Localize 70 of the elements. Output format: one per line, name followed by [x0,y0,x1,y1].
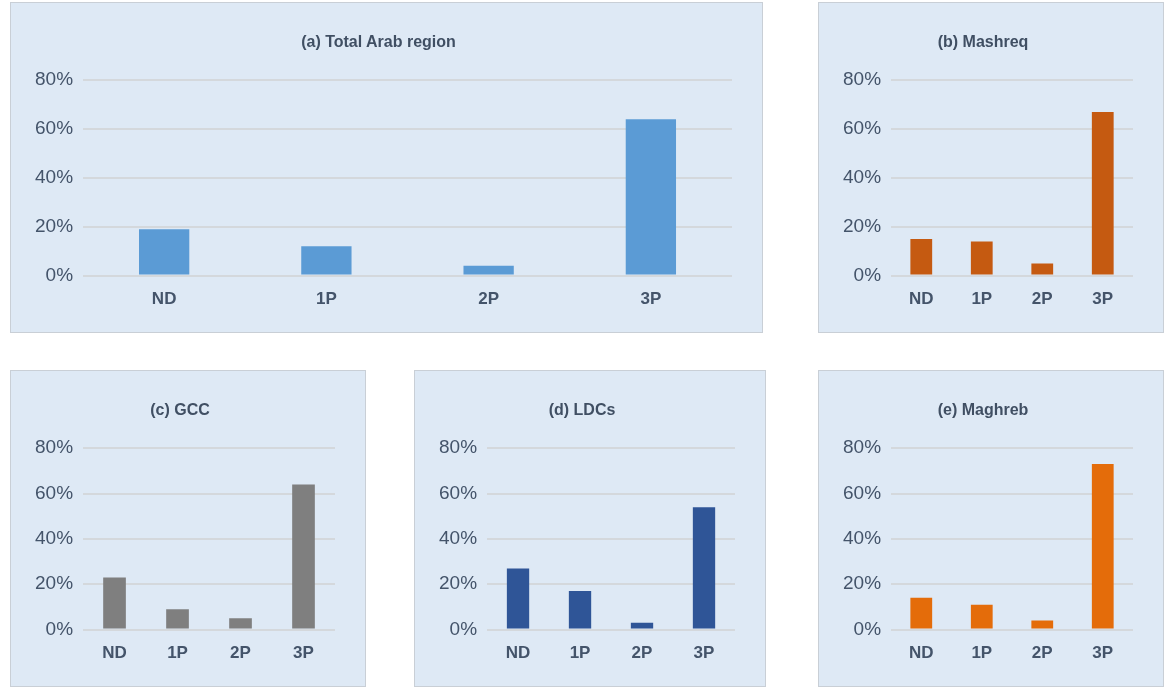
bar [910,238,933,275]
bar [166,609,189,629]
y-tick-label: 40% [439,527,478,549]
y-tick-label: 80% [439,436,478,458]
bar [630,622,654,629]
x-tick-label: 2P [478,289,500,309]
bar [103,577,126,629]
y-tick-label: 20% [35,572,74,594]
bar [692,507,716,629]
x-tick-label: 1P [315,289,337,309]
x-tick-label: 1P [167,643,188,663]
y-tick-label: 0% [449,617,478,639]
x-tick-label: 2P [1031,289,1053,309]
y-tick-label: 60% [843,117,882,139]
chart-title: (b) Mashreq [937,33,1029,51]
y-tick-label: 40% [35,166,74,188]
y-tick-label: 40% [35,527,74,549]
bar [506,568,530,629]
bar [292,484,315,629]
x-tick-label: 2P [1031,643,1053,663]
x-tick-label: 3P [293,643,314,663]
y-tick-label: 80% [35,436,74,458]
x-tick-label: 2P [230,643,251,663]
bar [229,618,252,629]
y-tick-label: 20% [439,572,478,594]
bar [970,604,993,629]
bar [625,119,677,275]
y-tick-label: 80% [35,68,74,90]
y-tick-label: 0% [45,617,74,639]
y-tick-label: 80% [843,68,882,90]
y-tick-label: 0% [45,263,74,285]
chart-title: (c) GCC [150,401,211,419]
x-tick-label: 3P [640,289,662,309]
x-tick-label: 3P [693,643,715,663]
y-tick-label: 20% [35,214,74,236]
chart-title: (d) LDCs [548,401,616,419]
x-tick-label: 2P [631,643,653,663]
bar [463,265,514,275]
y-tick-label: 60% [35,481,74,503]
bar [1031,263,1054,275]
y-tick-label: 60% [439,481,478,503]
chart-title: (e) Maghreb [937,401,1029,419]
y-tick-label: 60% [843,481,882,503]
y-tick-label: 0% [853,263,882,285]
x-tick-label: 1P [569,643,591,663]
x-tick-label: ND [908,289,934,309]
x-tick-label: ND [151,289,177,309]
x-tick-label: 3P [1092,643,1114,663]
bar [1091,111,1114,275]
chart-title: (a) Total Arab region [301,33,456,51]
bar [970,241,993,275]
y-tick-label: 20% [843,214,882,236]
bar [301,246,352,275]
y-tick-label: 20% [843,572,882,594]
x-tick-label: ND [505,643,531,663]
x-tick-label: 1P [971,643,993,663]
y-tick-label: 60% [35,117,74,139]
bar [1031,620,1054,629]
y-tick-label: 40% [843,527,882,549]
y-tick-label: 40% [843,166,882,188]
bar [1091,464,1114,629]
y-tick-label: 80% [843,436,882,458]
y-tick-label: 0% [853,617,882,639]
x-tick-label: 1P [971,289,993,309]
x-tick-label: ND [908,643,934,663]
x-tick-label: 3P [1092,289,1114,309]
x-tick-label: ND [102,643,127,663]
bar [139,229,190,275]
bar [568,591,592,629]
bar [910,597,933,629]
